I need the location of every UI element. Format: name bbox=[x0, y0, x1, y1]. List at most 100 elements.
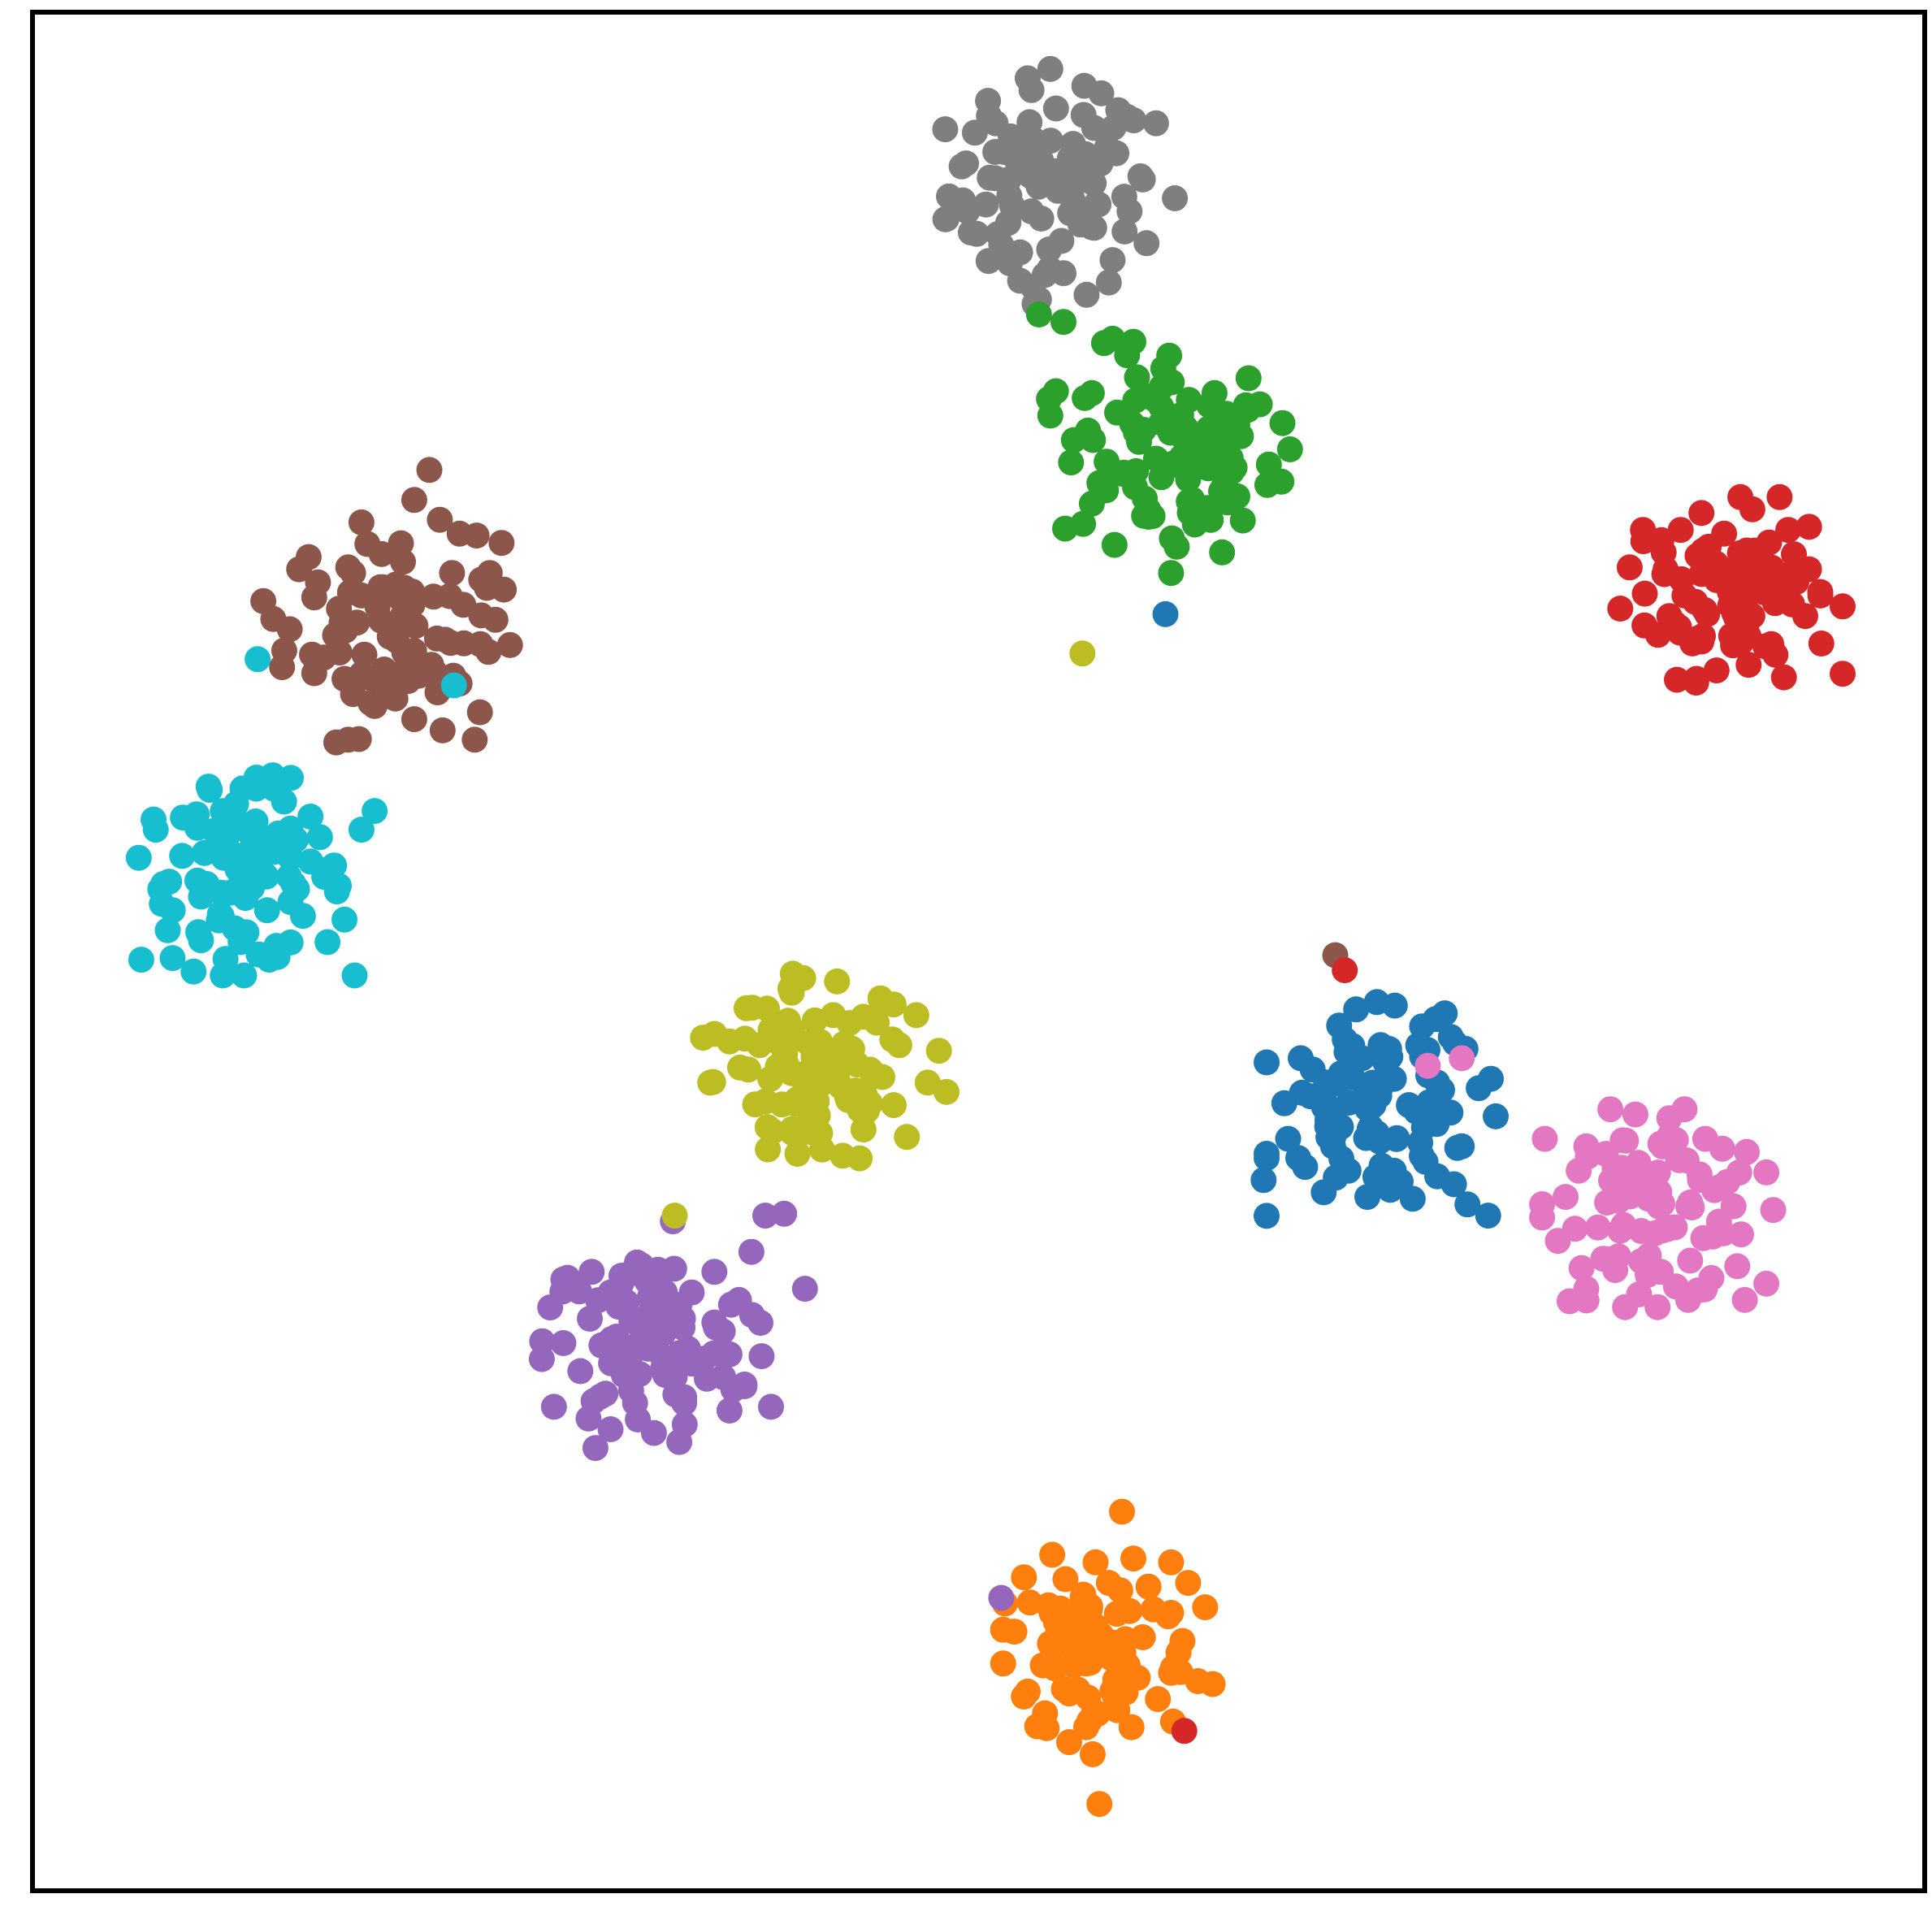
data-point-cluster-4 bbox=[345, 726, 372, 752]
data-point-cluster-8 bbox=[1622, 1101, 1648, 1128]
data-point-cluster-1 bbox=[1018, 76, 1045, 103]
data-point-cluster-3 bbox=[1668, 566, 1695, 592]
data-point-cluster-8 bbox=[1710, 1220, 1737, 1246]
data-point-cluster-10 bbox=[1158, 1549, 1185, 1575]
data-point-cluster-8 bbox=[1531, 1125, 1558, 1152]
data-point-cluster-10 bbox=[1052, 1566, 1079, 1593]
data-point-cluster-3 bbox=[1796, 514, 1822, 540]
data-point-cluster-6 bbox=[881, 1092, 907, 1119]
data-point-cluster-4 bbox=[429, 717, 456, 743]
data-point-cluster-1 bbox=[932, 116, 959, 143]
data-point-cluster-7 bbox=[1333, 1038, 1360, 1065]
data-point-outlier bbox=[661, 1203, 688, 1229]
data-point-cluster-1 bbox=[1073, 163, 1100, 190]
data-point-cluster-4 bbox=[375, 680, 402, 707]
data-point-cluster-3 bbox=[1648, 527, 1674, 553]
data-point-cluster-3 bbox=[1616, 554, 1643, 581]
data-point-cluster-1 bbox=[1162, 185, 1189, 211]
data-point-cluster-5 bbox=[236, 817, 263, 843]
data-point-cluster-2 bbox=[1172, 414, 1198, 440]
data-point-cluster-9 bbox=[716, 1398, 743, 1424]
data-point-cluster-8 bbox=[1584, 1214, 1611, 1241]
data-point-cluster-9 bbox=[701, 1259, 728, 1285]
data-point-cluster-4 bbox=[331, 665, 357, 692]
data-point-cluster-5 bbox=[243, 775, 270, 802]
data-point-cluster-8 bbox=[1568, 1255, 1595, 1281]
data-point-cluster-5 bbox=[159, 945, 186, 972]
data-point-cluster-8 bbox=[1656, 1214, 1683, 1241]
data-point-cluster-4 bbox=[391, 639, 418, 665]
data-point-cluster-1 bbox=[996, 182, 1023, 209]
data-point-cluster-10 bbox=[1175, 1570, 1202, 1597]
data-point-cluster-10 bbox=[1145, 1686, 1172, 1713]
data-point-cluster-7 bbox=[1250, 1167, 1277, 1194]
data-point-cluster-10 bbox=[1108, 1675, 1134, 1702]
data-point-cluster-5 bbox=[125, 844, 152, 871]
data-point-cluster-10 bbox=[1037, 1630, 1063, 1657]
data-point-cluster-8 bbox=[1610, 1211, 1637, 1238]
data-point-cluster-10 bbox=[1062, 1648, 1088, 1675]
data-point-cluster-5 bbox=[191, 839, 218, 866]
data-point-outlier bbox=[245, 646, 271, 673]
data-point-cluster-1 bbox=[1042, 95, 1069, 122]
data-point-cluster-5 bbox=[253, 897, 280, 924]
data-point-cluster-3 bbox=[1735, 652, 1762, 678]
data-point-cluster-10 bbox=[1104, 1697, 1131, 1723]
data-point-cluster-6 bbox=[757, 1065, 784, 1092]
data-point-cluster-9 bbox=[636, 1285, 663, 1311]
data-point-cluster-7 bbox=[1440, 1171, 1467, 1198]
data-point-cluster-6 bbox=[732, 1025, 758, 1052]
data-point-cluster-9 bbox=[662, 1381, 689, 1408]
data-point-cluster-10 bbox=[1016, 1589, 1043, 1616]
data-point-cluster-4 bbox=[401, 487, 427, 514]
data-point-cluster-5 bbox=[210, 962, 236, 989]
data-point-cluster-4 bbox=[295, 544, 322, 570]
data-point-cluster-3 bbox=[1631, 612, 1658, 639]
data-point-cluster-5 bbox=[362, 798, 388, 825]
data-point-cluster-5 bbox=[128, 947, 154, 973]
data-point-cluster-1 bbox=[995, 209, 1022, 236]
data-point-cluster-4 bbox=[364, 593, 391, 620]
data-point-cluster-6 bbox=[836, 1010, 863, 1037]
data-point-outlier bbox=[1069, 640, 1096, 667]
data-point-cluster-9 bbox=[605, 1294, 632, 1320]
data-point-cluster-10 bbox=[1185, 1668, 1211, 1694]
data-point-cluster-6 bbox=[801, 1007, 828, 1034]
data-point-cluster-2 bbox=[1211, 469, 1238, 496]
data-point-cluster-1 bbox=[1072, 141, 1099, 167]
data-point-cluster-10 bbox=[1135, 1573, 1162, 1600]
data-point-cluster-9 bbox=[752, 1203, 778, 1229]
data-point-cluster-2 bbox=[1276, 436, 1303, 462]
data-point-cluster-9 bbox=[540, 1393, 567, 1420]
data-point-cluster-1 bbox=[977, 164, 1003, 191]
data-point-cluster-3 bbox=[1683, 670, 1709, 696]
data-point-cluster-10 bbox=[990, 1650, 1016, 1677]
data-point-cluster-9 bbox=[550, 1330, 577, 1356]
data-point-cluster-7 bbox=[1343, 996, 1370, 1023]
data-point-cluster-8 bbox=[1760, 1197, 1787, 1224]
data-point-cluster-4 bbox=[439, 560, 466, 587]
data-point-cluster-1 bbox=[1028, 206, 1055, 232]
data-point-cluster-3 bbox=[1775, 517, 1802, 544]
data-point-cluster-10 bbox=[1086, 1791, 1113, 1818]
data-point-cluster-5 bbox=[348, 817, 375, 843]
data-point-outlier bbox=[1449, 1045, 1475, 1072]
data-point-cluster-6 bbox=[783, 1086, 810, 1113]
data-point-cluster-10 bbox=[1082, 1549, 1109, 1575]
data-point-cluster-6 bbox=[754, 1114, 781, 1141]
data-point-cluster-2 bbox=[1090, 330, 1117, 357]
data-point-cluster-8 bbox=[1734, 1138, 1760, 1165]
data-point-cluster-3 bbox=[1703, 550, 1730, 577]
data-point-cluster-4 bbox=[368, 540, 395, 567]
data-point-cluster-10 bbox=[1079, 1741, 1106, 1767]
data-point-cluster-3 bbox=[1607, 596, 1634, 622]
data-point-cluster-3 bbox=[1667, 517, 1694, 544]
data-point-cluster-9 bbox=[597, 1416, 624, 1442]
data-point-cluster-4 bbox=[427, 506, 453, 533]
data-point-cluster-6 bbox=[859, 1004, 886, 1031]
data-point-cluster-9 bbox=[717, 1291, 744, 1318]
data-point-cluster-7 bbox=[1454, 1191, 1481, 1218]
data-point-outlier bbox=[1025, 301, 1052, 327]
data-point-cluster-2 bbox=[1080, 427, 1107, 453]
data-point-cluster-7 bbox=[1326, 1012, 1353, 1039]
